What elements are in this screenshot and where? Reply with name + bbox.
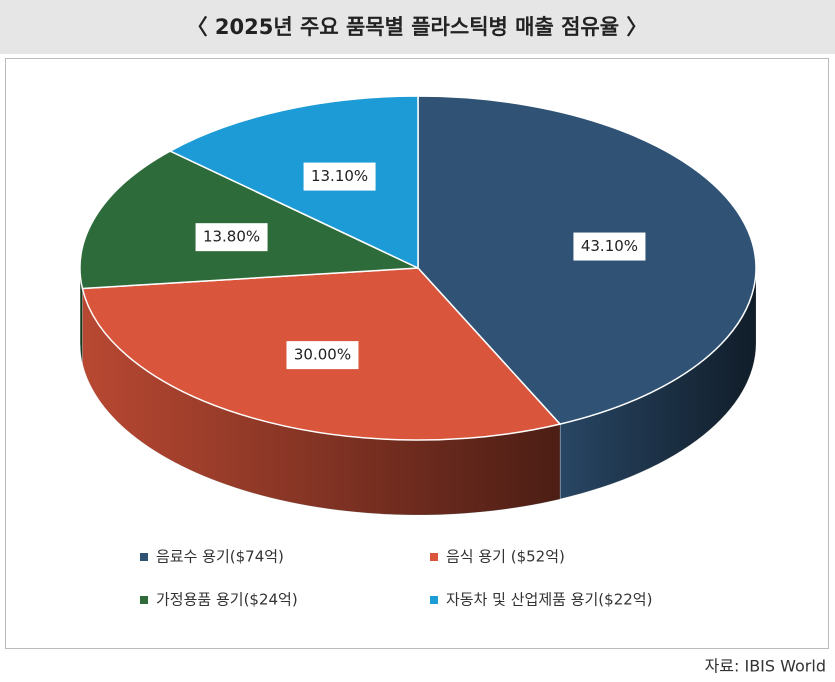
- side-shade: [559, 268, 756, 500]
- data-label: 43.10%: [581, 237, 638, 255]
- legend-label: 음료수 용기($74억): [156, 548, 284, 566]
- label-box: [303, 162, 376, 191]
- legend-label: 자동차 및 산업제품 용기($22억): [446, 591, 652, 609]
- legend-label: 음식 용기 ($52억): [446, 548, 565, 566]
- label-box: [286, 341, 359, 370]
- legend-swatch: [430, 553, 438, 561]
- chart-title: 〈 2025년 주요 품목별 플라스틱병 매출 점유율 〉: [187, 15, 648, 39]
- side-shade: [82, 288, 560, 515]
- side-shade: [80, 268, 83, 364]
- title-bar: [0, 0, 835, 54]
- data-label: 13.10%: [311, 167, 368, 185]
- label-box: [573, 232, 646, 261]
- legend-label: 가정용품 용기($24억): [156, 591, 298, 609]
- legend-swatch: [140, 553, 148, 561]
- slice: [168, 95, 419, 270]
- data-label: 13.80%: [203, 228, 260, 246]
- legend-swatch: [140, 596, 148, 604]
- label-box: [195, 223, 268, 252]
- source: 자료: IBIS World: [705, 657, 826, 676]
- data-label: 30.00%: [294, 346, 351, 364]
- legend-swatch: [430, 596, 438, 604]
- slice: [79, 150, 419, 290]
